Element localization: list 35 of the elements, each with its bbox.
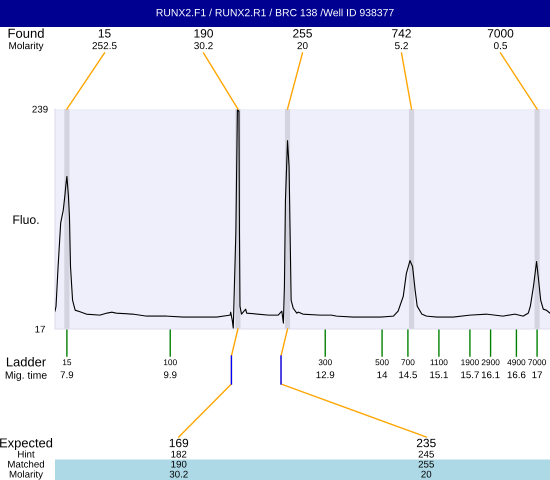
text: 2900 — [482, 359, 500, 366]
chart-title: RUNX2.F1 / RUNX2.R1 / BRC 138 /Well ID 938377 — [156, 8, 394, 16]
text: 700 — [401, 359, 415, 366]
y-axis-title: Fluo. — [13, 215, 38, 224]
x-tick-label: 16.1 — [482, 371, 500, 378]
x-tick-label: 9.9 — [164, 371, 177, 378]
x-tick-label: 14 — [377, 371, 388, 378]
text: 100 — [164, 359, 177, 366]
x-axis-title: Mig. time — [6, 371, 47, 381]
text: Expected Hint Matched Molarity — [0, 438, 52, 480]
annotation: 255 20 — [293, 29, 312, 50]
x-tick-label: 12.9 — [316, 371, 334, 378]
annotation: 7000 0.5 — [488, 29, 514, 50]
annotation: 169 182 190 30.2 — [170, 438, 188, 478]
text: 15 — [62, 359, 72, 366]
x-tick-label: 14.5 — [399, 371, 417, 378]
text: Found Molarity — [8, 28, 44, 52]
x-tick-label: 17 — [532, 371, 542, 378]
text: 1100 — [430, 359, 448, 366]
text: 300 — [318, 359, 332, 366]
y-tick-label: 239 — [32, 106, 48, 113]
text: 4900 — [507, 359, 526, 366]
annotation: 742 5.2 — [392, 29, 411, 50]
text: 7000 — [528, 359, 546, 366]
text: Ladder — [6, 356, 46, 366]
x-tick-label: 15.7 — [461, 371, 479, 378]
annotation: 190 30.2 — [194, 29, 213, 50]
line-series — [55, 109, 550, 329]
text: 500 — [375, 359, 389, 366]
x-tick-label: 16.6 — [508, 371, 526, 378]
text: 1900 — [461, 359, 479, 366]
x-tick-label: 15.1 — [430, 371, 448, 378]
annotation: 235 245 255 20 — [416, 438, 436, 478]
x-tick-label: 7.9 — [60, 371, 74, 378]
annotation: 15 252.5 — [92, 29, 117, 50]
